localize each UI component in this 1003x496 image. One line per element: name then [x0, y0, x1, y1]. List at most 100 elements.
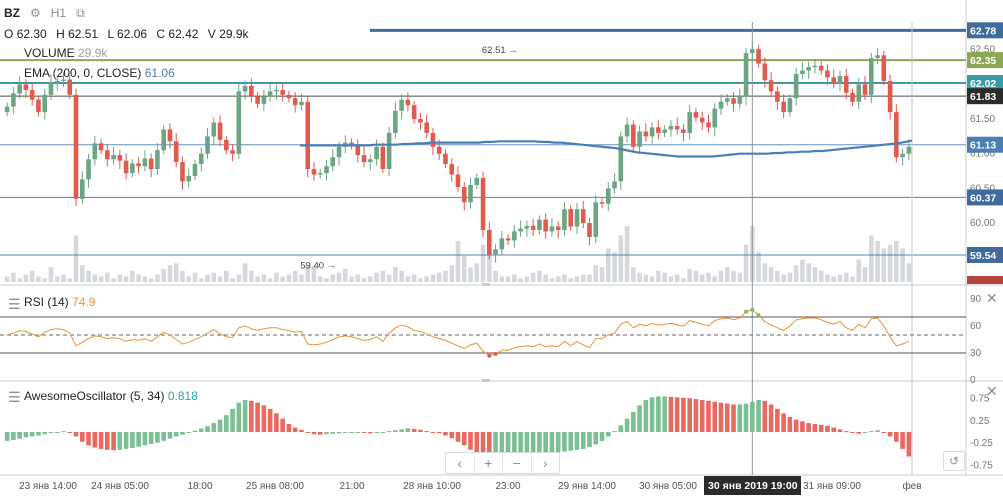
volume-bar [29, 270, 35, 282]
candle-down [568, 209, 574, 227]
candle-down [411, 105, 417, 120]
volume-bar [837, 274, 843, 282]
candle-up [468, 184, 473, 203]
ao-bar [42, 432, 48, 435]
compare-icon[interactable]: ⧉ [76, 5, 85, 20]
volume-bar [756, 252, 761, 282]
timeframe-label[interactable]: H1 [50, 6, 67, 20]
ao-bar [393, 430, 398, 432]
ao-bar [831, 427, 837, 432]
volume-bar [812, 267, 818, 282]
candle-down [255, 96, 260, 104]
x-tick-label: 21:00 [339, 481, 364, 492]
ao-bar [280, 418, 285, 432]
volume-bar [505, 276, 511, 282]
open-value: 62.30 [16, 27, 47, 41]
candle-down [487, 230, 492, 255]
volume-bar [574, 276, 580, 282]
volume-bar [105, 272, 110, 282]
ao-bar [487, 432, 492, 462]
symbol-label[interactable]: BZ [4, 6, 20, 20]
candle-up [368, 159, 373, 163]
y-tick-label: 62.50 [970, 45, 995, 56]
volume-bar [555, 276, 561, 282]
ao-bar [449, 432, 455, 439]
ao-bar [117, 432, 123, 450]
candle-down [280, 89, 285, 95]
volume-bar [549, 278, 555, 282]
y-tick-label: 60.00 [970, 218, 995, 229]
ao-bar [105, 432, 110, 450]
ao-bar [574, 432, 580, 450]
ao-bar [900, 432, 905, 449]
ao-bar [468, 432, 473, 450]
ao-bar [605, 432, 611, 437]
volume-bar [42, 278, 48, 282]
reset-icon[interactable]: ↺ [943, 451, 965, 471]
x-tick-label: 24 янв 05:00 [91, 481, 149, 492]
ema-legend-label: EMA (200, 0, CLOSE) [24, 66, 142, 80]
ao-bar [493, 432, 498, 462]
rsi-legend-label: RSI (14) [24, 295, 69, 309]
candle-up [612, 181, 617, 189]
candle-up [668, 126, 674, 130]
volume-bar [743, 244, 749, 282]
candle-up [274, 89, 279, 92]
gear-icon[interactable]: ⚙ [30, 6, 41, 20]
rsi-legend[interactable]: RSI (14) 74.9 [24, 295, 95, 309]
rsi-overbought-marker [744, 309, 749, 314]
ao-bar [906, 432, 912, 457]
candle-up [86, 159, 91, 180]
ao-bar [580, 432, 586, 449]
ao-bar [461, 432, 467, 446]
ao-bar [148, 432, 154, 444]
volume-bar [900, 248, 905, 282]
volume-bar [430, 274, 436, 282]
collapse-pane-icon[interactable]: ☰ [8, 296, 21, 312]
candle-down [405, 99, 411, 106]
candle-up [11, 93, 16, 107]
volume-legend[interactable]: VOLUME 29.9k [24, 46, 107, 60]
close-icon[interactable]: ✕ [986, 290, 998, 306]
candle-down [430, 132, 436, 147]
volume-bar [831, 276, 837, 282]
chevron-left-icon[interactable]: ‹ [446, 453, 475, 473]
candle-up [54, 80, 60, 83]
ao-legend[interactable]: AwesomeOscillator (5, 34) 0.818 [24, 389, 198, 403]
minus-icon[interactable]: − [503, 453, 532, 473]
candle-down [862, 84, 868, 95]
volume-bar [455, 240, 461, 282]
plus-icon[interactable]: + [475, 453, 503, 473]
candle-up [4, 106, 10, 113]
ao-legend-value: 0.818 [167, 389, 198, 403]
candle-up [605, 188, 611, 204]
volume-bar [267, 278, 273, 282]
collapse-pane-icon[interactable]: ☰ [8, 389, 21, 405]
ao-bar [380, 432, 386, 433]
ao-bar [856, 432, 862, 434]
volume-bar [117, 274, 123, 282]
ao-tick-label: -0.25 [970, 438, 993, 449]
ao-bar [681, 397, 686, 432]
candle-down [706, 122, 711, 128]
ao-bar [11, 432, 16, 440]
volume-bar [36, 276, 41, 282]
candle-down [173, 141, 179, 163]
candle-down [587, 223, 592, 237]
close-icon[interactable]: ✕ [986, 383, 998, 399]
ao-bar [537, 432, 542, 456]
candle-down [311, 168, 317, 175]
ao-bar [249, 400, 254, 432]
ao-bar [674, 397, 680, 432]
candle-down [599, 202, 605, 204]
ema-legend[interactable]: EMA (200, 0, CLOSE) 61.06 [24, 66, 175, 80]
ao-bar [518, 432, 523, 458]
volume-bar [499, 276, 505, 282]
candle-down [781, 101, 786, 113]
chevron-right-icon[interactable]: › [542, 455, 548, 471]
candle-up [61, 79, 66, 81]
candle-up [374, 146, 379, 160]
ao-legend-label: AwesomeOscillator (5, 34) [24, 389, 165, 403]
